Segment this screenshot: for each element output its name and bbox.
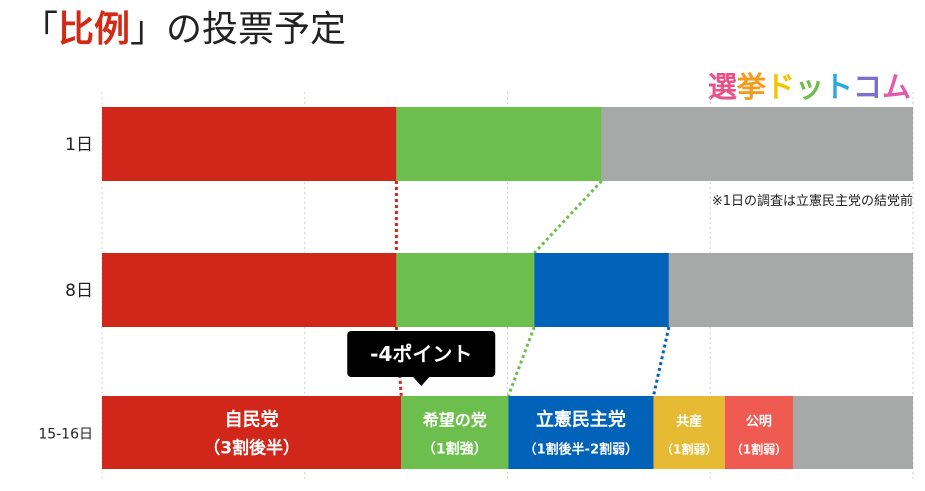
bar-segment-ldp — [102, 107, 397, 181]
segment-label-name: 希望の党 — [423, 411, 487, 430]
segment-label-name: 公明 — [746, 415, 772, 430]
connector-lines — [394, 179, 671, 397]
segment-label-name: 共産 — [676, 414, 702, 430]
bars — [102, 107, 913, 469]
segment-label-name: 立憲民主党 — [536, 409, 626, 431]
title-accent: 比例 — [58, 9, 131, 50]
bar-segment-ldp — [102, 396, 402, 469]
callout-box — [347, 331, 496, 377]
connector-line — [652, 326, 671, 397]
bar-segment-other — [601, 107, 913, 181]
logo-char: ド — [765, 70, 795, 104]
callout-text: -4ポイント — [370, 342, 472, 366]
connector-line — [533, 179, 603, 255]
logo-char: ト — [823, 70, 853, 104]
chart-note: ※1日の調査は立憲民主党の結党前 — [711, 194, 913, 209]
row-label: 15-16日 — [38, 427, 93, 443]
segment-label-range: （1割後半-2割弱） — [524, 442, 639, 458]
segment-label-range: （1割弱） — [731, 442, 787, 457]
segment-label-range: （1割強） — [422, 441, 488, 458]
bar-segment-other — [668, 253, 913, 327]
title-open: 「 — [22, 9, 59, 50]
segment-label-name: 自民党 — [225, 409, 279, 431]
bar-segment-other — [792, 396, 913, 469]
bar-segment-cdp — [534, 253, 669, 327]
logo-char: コ — [852, 70, 882, 104]
callout: -4ポイント — [347, 331, 496, 386]
bar-segment-kibou — [401, 396, 509, 469]
segment-label-range: （3割後半） — [203, 438, 300, 459]
connector-line — [506, 326, 536, 397]
row-label: 8日 — [65, 281, 93, 301]
bar-segment-jcp — [653, 396, 725, 469]
logo: 選挙ドットコム — [708, 64, 911, 106]
logo-char: 挙 — [736, 70, 766, 104]
bar-segment-ldp — [102, 253, 397, 327]
title-close: 」の投票予定 — [130, 9, 347, 50]
bar-segment-kibou — [396, 253, 535, 327]
bar-segment-kibou — [396, 107, 602, 181]
bar-segment-cdp — [508, 396, 654, 469]
bar-segment-komei — [724, 396, 793, 469]
segment-labels: 自民党 （3割後半） 希望の党 （1割強） 立憲民主党 （1割後半-2割弱） 共産 （1割弱）… — [203, 409, 787, 459]
callout-pointer — [412, 376, 431, 386]
segment-label-range: （1割弱） — [661, 442, 717, 457]
logo-char: ム — [881, 70, 911, 104]
row-label: 1日 — [65, 135, 93, 155]
row-labels: 1日 8日 15-16日 — [38, 135, 93, 443]
logo-char: 選 — [707, 70, 737, 104]
page-title: 「比例」の投票予定 — [22, 8, 346, 52]
logo-char: ッ — [794, 70, 824, 104]
